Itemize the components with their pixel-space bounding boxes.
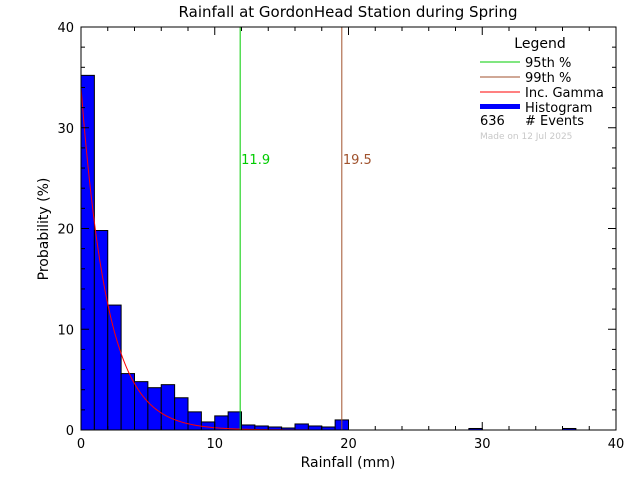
histogram-bar-5: [147, 387, 162, 431]
histogram-bars: [80, 74, 577, 431]
histogram-bar-8: [187, 411, 202, 431]
legend-title: Legend: [514, 36, 565, 52]
histogram-bar-6: [160, 384, 176, 431]
x-tick-label-3: 30: [474, 437, 491, 452]
x-tick-label-1: 10: [206, 437, 223, 452]
histogram-bar-16: [294, 423, 309, 431]
legend-label-3: Histogram: [525, 101, 592, 116]
x-tick-label-2: 20: [340, 437, 357, 452]
histogram-bar-7: [174, 397, 189, 431]
x-axis-label: Rainfall (mm): [301, 455, 396, 471]
y-axis-label: Probability (%): [36, 178, 52, 281]
y-tick-label-4: 40: [57, 21, 74, 36]
legend-label-2: Inc. Gamma: [525, 86, 604, 101]
events-count: 636: [480, 114, 505, 129]
x-tick-label-0: 0: [77, 437, 85, 452]
legend-swatch-3: [480, 104, 520, 109]
percentile-label-1: 19.5: [343, 153, 372, 168]
y-tick-label-1: 10: [57, 323, 74, 338]
y-tick-label-0: 0: [66, 424, 74, 439]
chart-title: Rainfall at GordonHead Station during Sp…: [179, 3, 518, 21]
legend-label-0: 95th %: [525, 56, 571, 71]
x-tick-label-4: 40: [608, 437, 625, 452]
histogram-bar-1: [93, 230, 109, 431]
y-tick-label-2: 20: [57, 223, 74, 238]
legend-label-1: 99th %: [525, 71, 571, 86]
percentile-lines: 11.9 19.5: [239, 27, 372, 430]
percentile-label-0: 11.9: [241, 153, 270, 168]
histogram-bar-11: [227, 411, 242, 431]
histogram-bar-0: [80, 74, 95, 431]
events-label: # Events: [525, 114, 584, 129]
histogram-bar-4: [134, 381, 149, 431]
plot-frame: [80, 26, 617, 431]
histogram-bar-2: [107, 304, 122, 431]
axis-ticks: 0 10 20 30 40 0 10 20 30 40: [57, 21, 624, 452]
histogram-bar-3: [120, 373, 135, 431]
histogram-bar-17: [307, 425, 323, 431]
made-on-note: Made on 12 Jul 2025: [480, 132, 572, 142]
y-tick-label-3: 30: [57, 122, 74, 137]
